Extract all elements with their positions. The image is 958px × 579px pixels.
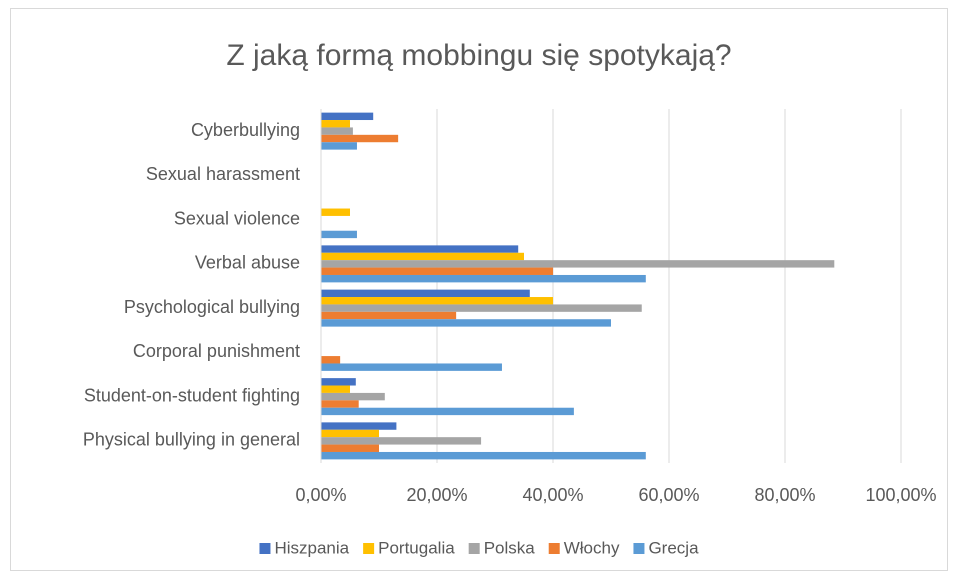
bar	[321, 311, 457, 320]
bar	[321, 245, 519, 253]
y-tick-label: Verbal abuse	[195, 253, 300, 273]
bar	[321, 429, 379, 438]
bar	[321, 289, 530, 298]
chart-title: Z jaką formą mobbingu się spotykają?	[226, 39, 731, 72]
bar	[321, 363, 502, 371]
bar	[321, 407, 574, 416]
bar	[321, 356, 341, 364]
bar	[321, 120, 350, 128]
legend-label: Grecja	[648, 538, 699, 557]
x-tick-label: 40,00%	[522, 485, 583, 505]
bar	[321, 422, 397, 430]
bar	[321, 392, 385, 401]
y-tick-label: Sexual harassment	[146, 164, 300, 184]
legend-swatch	[363, 543, 375, 554]
legend-swatch	[548, 543, 560, 554]
bar	[321, 112, 374, 121]
y-tick-label: Physical bullying in general	[83, 430, 300, 450]
y-tick-label: Sexual violence	[174, 208, 300, 228]
legend-swatch	[259, 543, 271, 554]
bar	[321, 385, 350, 393]
bar	[321, 297, 553, 305]
chart-border	[10, 8, 948, 571]
bar	[321, 304, 642, 312]
y-tick-label: Corporal punishment	[133, 341, 300, 361]
legend-swatch	[468, 543, 480, 554]
bar	[321, 444, 379, 452]
legend-label: Portugalia	[378, 538, 455, 557]
bar	[321, 378, 356, 386]
bar	[321, 319, 611, 327]
y-tick-label: Cyberbullying	[191, 120, 300, 140]
bar	[321, 451, 646, 460]
x-tick-label: 0,00%	[295, 485, 346, 505]
legend-label: Hiszpania	[274, 538, 349, 557]
bar	[321, 267, 553, 275]
legend-swatch	[633, 543, 645, 554]
y-tick-label: Psychological bullying	[124, 297, 300, 317]
bar	[321, 274, 646, 283]
bar	[321, 437, 482, 445]
bar	[321, 127, 353, 135]
x-tick-label: 80,00%	[754, 485, 815, 505]
y-tick-label: Student-on-student fighting	[84, 385, 300, 405]
x-tick-label: 60,00%	[638, 485, 699, 505]
x-tick-label: 20,00%	[406, 485, 467, 505]
x-tick-label: 100,00%	[865, 485, 936, 505]
bar	[321, 134, 399, 143]
bar	[321, 142, 357, 150]
bar	[321, 230, 357, 239]
legend-label: Włochy	[564, 538, 620, 557]
bar	[321, 400, 359, 408]
legend-label: Polska	[484, 538, 536, 557]
bar	[321, 260, 835, 268]
bar	[321, 252, 524, 261]
bar	[321, 208, 350, 216]
